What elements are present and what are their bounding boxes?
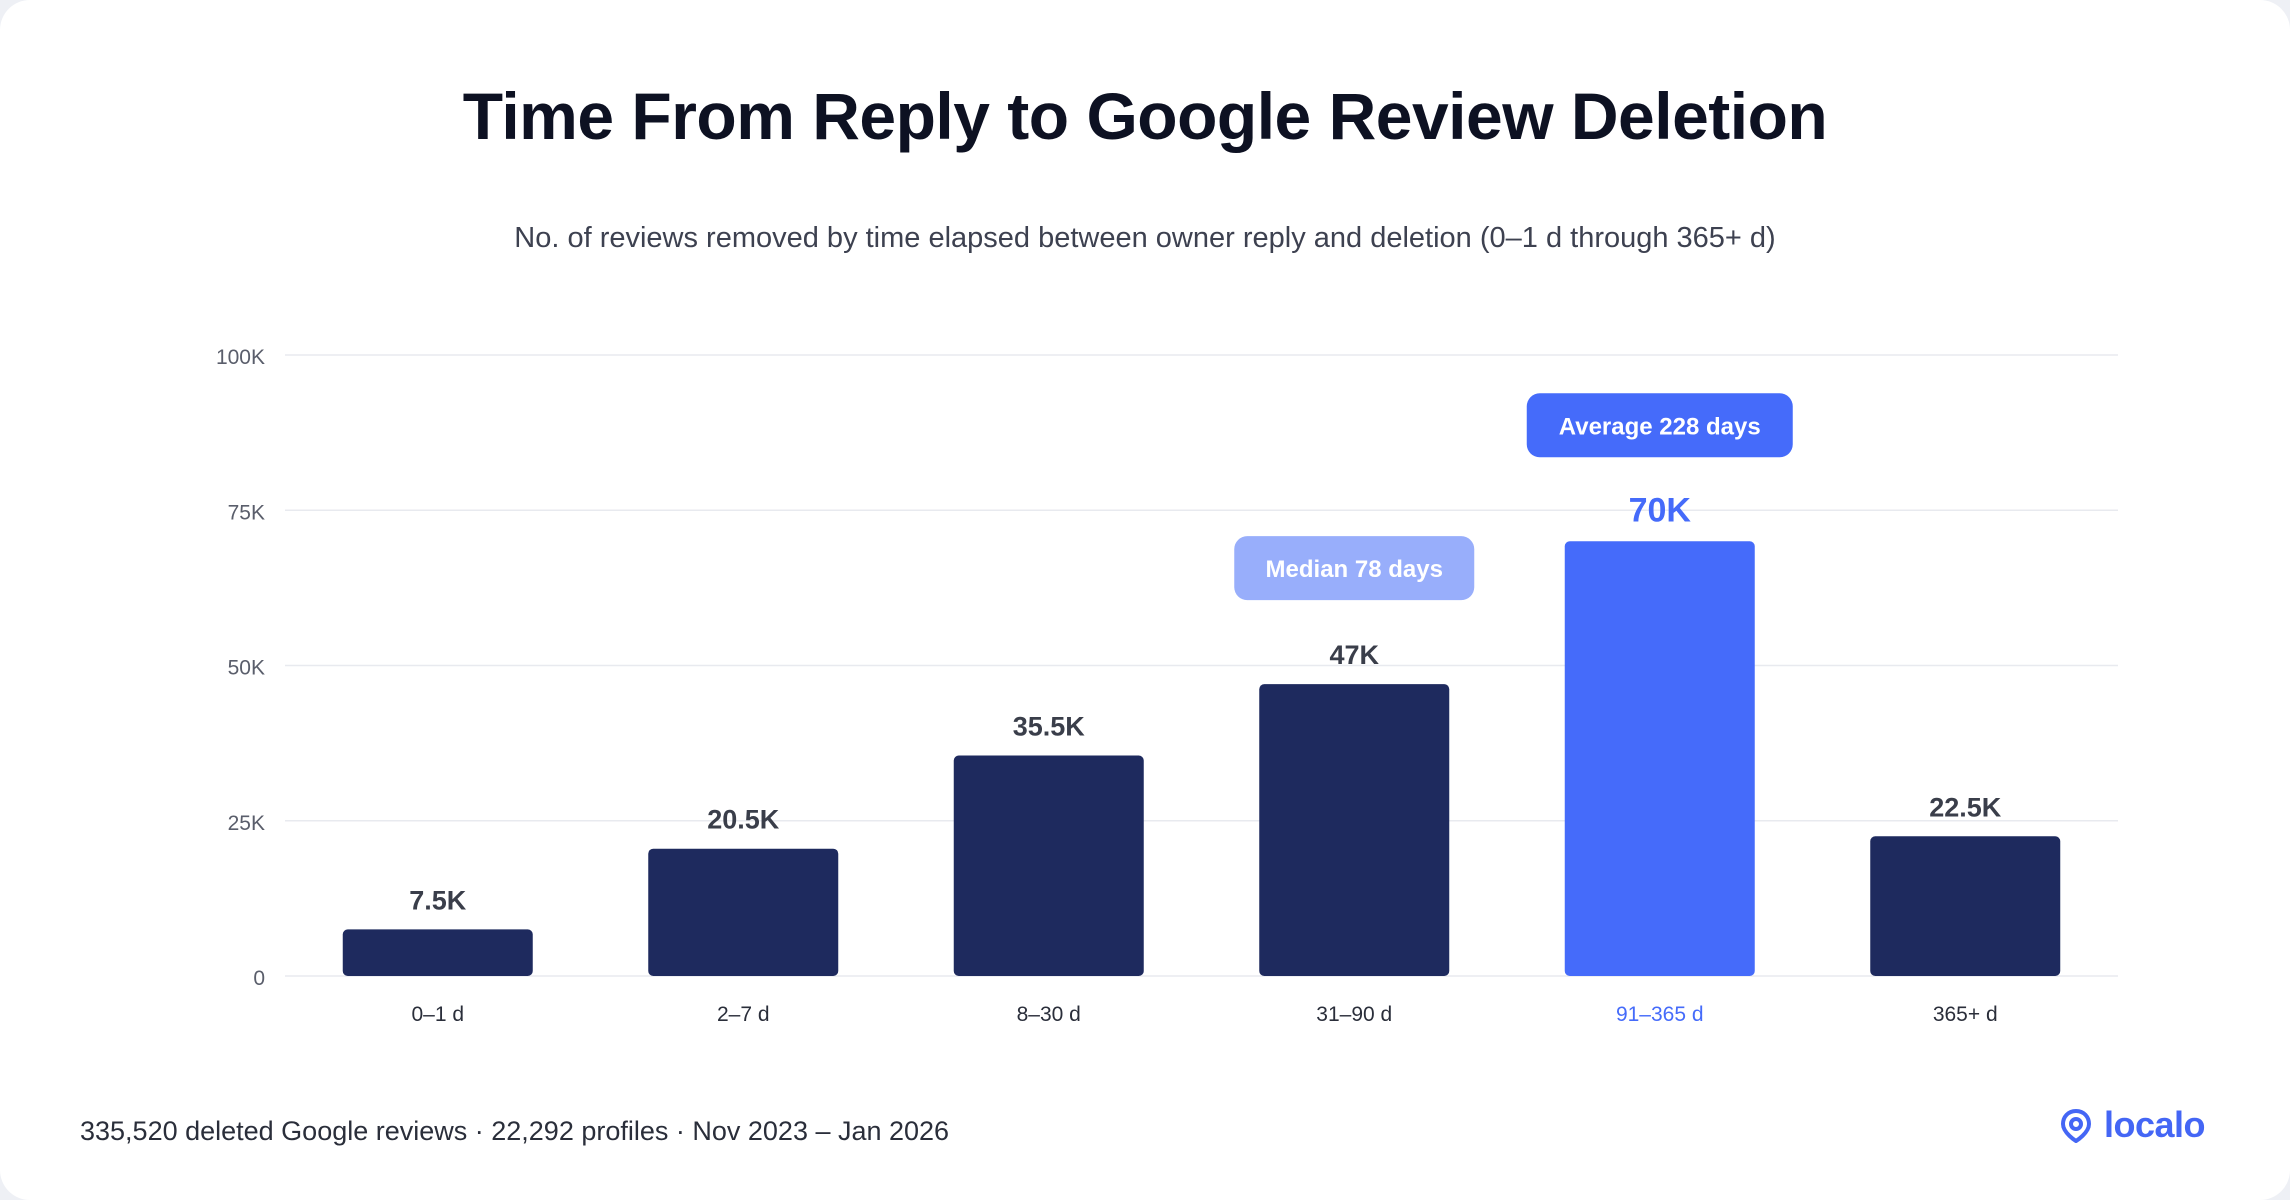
data-label: 70K: [1629, 491, 1692, 529]
bar: [1564, 541, 1755, 976]
data-label: 20.5K: [707, 805, 780, 835]
median-badge: [1234, 536, 1475, 601]
brand-name: localo: [2103, 1104, 2206, 1145]
y-tick-label: 0: [253, 967, 265, 990]
data-label: 35.5K: [1013, 712, 1086, 742]
y-tick-label: 75K: [228, 501, 265, 524]
y-tick-label: 25K: [228, 812, 265, 835]
average-badge: [1526, 393, 1793, 458]
chart-title: Time From Reply to Google Review Deletio…: [462, 79, 1828, 153]
data-label: 22.5K: [1929, 792, 2002, 822]
average-badge-label: Average 228 days: [1559, 413, 1761, 440]
bar: [1259, 684, 1450, 976]
x-tick-label: 91–365 d: [1616, 1003, 1704, 1026]
x-tick-label: 2–7 d: [717, 1003, 770, 1026]
median-badge-label: Median 78 days: [1266, 556, 1443, 583]
bar: [1870, 836, 2061, 976]
x-tick-label: 0–1 d: [411, 1003, 464, 1026]
location-pin-icon: [2060, 1109, 2091, 1143]
footer-note: 335,520 deleted Google reviews · 22,292 …: [80, 1116, 950, 1146]
bar: [953, 755, 1144, 976]
data-label: 47K: [1329, 640, 1379, 670]
data-label: 7.5K: [409, 885, 467, 915]
chart-subtitle: No. of reviews removed by time elapsed b…: [514, 222, 1776, 254]
x-tick-label: 8–30 d: [1017, 1003, 1081, 1026]
bar: [648, 848, 839, 976]
brand-logo: localo: [2056, 1104, 2206, 1146]
bar: [342, 929, 533, 976]
y-tick-label: 50K: [228, 657, 265, 680]
x-tick-label: 31–90 d: [1316, 1003, 1392, 1026]
x-tick-label: 365+ d: [1933, 1003, 1998, 1026]
y-tick-label: 100K: [216, 346, 265, 369]
